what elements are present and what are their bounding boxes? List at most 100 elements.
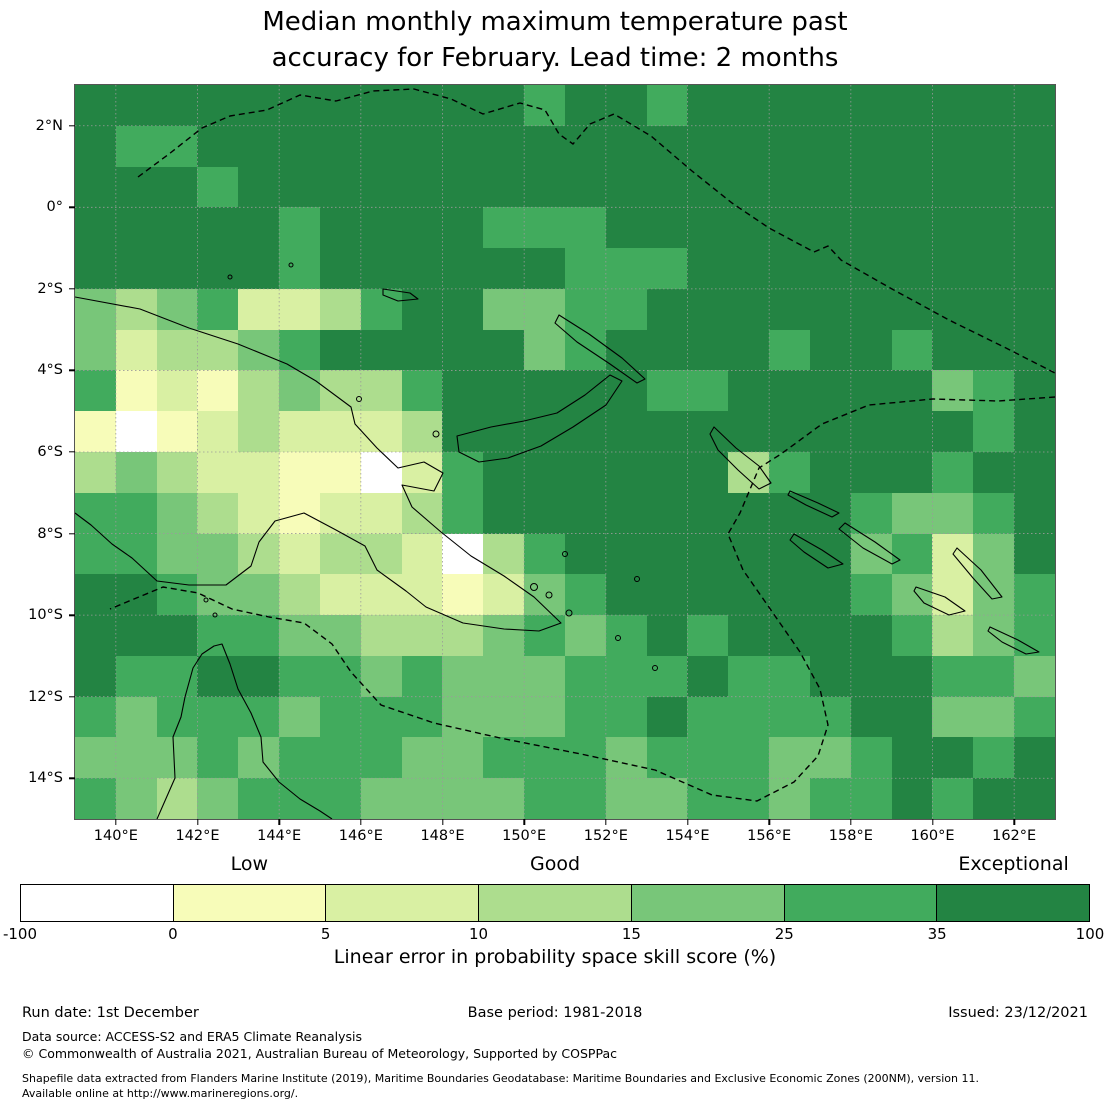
- grid-cell: [932, 125, 974, 167]
- grid-cell: [891, 655, 933, 697]
- grid-cell: [319, 615, 361, 656]
- grid-cell: [115, 778, 157, 819]
- run-date-text: Run date: 1st December: [22, 1005, 199, 1021]
- grid-cell: [605, 492, 647, 534]
- grid-cell: [1014, 370, 1055, 412]
- grid-cell: [891, 492, 933, 534]
- x-tick-label: 142°E: [175, 828, 220, 844]
- grid-cell: [401, 533, 443, 575]
- colorbar: [20, 884, 1090, 922]
- grid-cell: [850, 288, 892, 330]
- grid-cell: [605, 655, 647, 697]
- grid-cell: [932, 778, 974, 819]
- grid-cell: [850, 85, 892, 126]
- colorbar-tick-label: -100: [2, 925, 38, 943]
- colorbar-tick-label: 5: [320, 925, 331, 943]
- colorbar-segment: [325, 885, 479, 921]
- grid-cell: [1014, 574, 1055, 616]
- grid-cell: [279, 574, 320, 616]
- grid-cell: [156, 696, 198, 738]
- grid-cell: [115, 452, 157, 493]
- grid-cell: [156, 370, 198, 412]
- grid-cell: [156, 125, 198, 167]
- grid-cell: [483, 778, 525, 819]
- grid-cell: [564, 696, 606, 738]
- grid-cell: [238, 370, 280, 412]
- grid-cell: [115, 737, 157, 779]
- grid-cell: [442, 166, 484, 208]
- grid-cell: [319, 778, 361, 819]
- y-tick-label: 10°S: [28, 607, 63, 624]
- x-axis: 140°E 142°E 144°E 146°E 148°E 150°E 152°E 154°E…: [75, 819, 1055, 851]
- coastline-santa-isabel: [838, 522, 901, 565]
- grid-cell: [238, 125, 280, 167]
- grid-cell: [564, 329, 606, 371]
- grid-cell: [769, 207, 810, 249]
- grid-cell: [973, 655, 1015, 697]
- grid-cell: [442, 329, 484, 371]
- grid-cell: [279, 452, 320, 493]
- grid-cell: [156, 737, 198, 779]
- grid-cell: [891, 288, 933, 330]
- grid-cell: [769, 411, 810, 452]
- colorbar-category-label: Low: [230, 853, 268, 875]
- colorbar-segment: [630, 885, 784, 921]
- grid-cell: [442, 370, 484, 412]
- shapefile-note-line-2: Available online at http://www.marinereg…: [22, 1087, 299, 1100]
- y-tick-label: 2°N: [35, 117, 63, 134]
- grid-cell: [483, 329, 525, 371]
- grid-cell: [564, 207, 606, 249]
- grid-cell: [524, 166, 565, 208]
- colorbar-tick-label: 25: [774, 925, 794, 943]
- grid-cell: [605, 411, 647, 452]
- grid-cell: [75, 125, 116, 167]
- grid-cell: [973, 329, 1015, 371]
- colorbar-category-label: Good: [529, 853, 581, 875]
- grid-cell: [483, 207, 525, 249]
- grid-cell: [238, 411, 280, 452]
- grid-cell: [442, 411, 484, 452]
- grid-cell: [442, 615, 484, 656]
- colorbar-tick-labels: -100 0 5 10 15 25 35 100: [3, 925, 1104, 945]
- grid-cell: [850, 411, 892, 452]
- grid-cell: [932, 615, 974, 656]
- grid-cell: [891, 737, 933, 779]
- grid-cell: [197, 370, 239, 412]
- grid-cell: [442, 452, 484, 493]
- grid-cell: [442, 207, 484, 249]
- grid-cell: [932, 492, 974, 534]
- grid-cell: [932, 166, 974, 208]
- grid-cell: [728, 288, 770, 330]
- grid-cell: [279, 248, 320, 289]
- grid-cell: [197, 655, 239, 697]
- grid-cell: [973, 737, 1015, 779]
- grid-cell: [156, 574, 198, 616]
- coastlines: [75, 262, 1040, 819]
- coastline-cape-york: [156, 643, 333, 819]
- grid-cell: [401, 778, 443, 819]
- grid-cell: [238, 452, 280, 493]
- grid-cell: [197, 85, 239, 126]
- grid-cell: [687, 288, 729, 330]
- grid-cell: [279, 492, 320, 534]
- grid-cell: [524, 533, 565, 575]
- grid-cell: [769, 615, 810, 656]
- grid-cell: [442, 492, 484, 534]
- grid-cell: [75, 329, 116, 371]
- grid-cell: [238, 329, 280, 371]
- grid-cell: [524, 492, 565, 534]
- grid-cell: [360, 288, 402, 330]
- grid-cell: [973, 166, 1015, 208]
- grid-cell: [197, 207, 239, 249]
- grid-cell: [401, 370, 443, 412]
- grid-cell: [646, 492, 688, 534]
- grid-cell: [850, 492, 892, 534]
- colorbar-tick-label: 100: [1075, 925, 1105, 943]
- grid-cell: [646, 288, 688, 330]
- grid-cell: [605, 248, 647, 289]
- grid-cell: [75, 492, 116, 534]
- grid-cell: [973, 696, 1015, 738]
- grid-cell: [156, 207, 198, 249]
- grid-cell: [156, 492, 198, 534]
- grid-cell: [809, 778, 851, 819]
